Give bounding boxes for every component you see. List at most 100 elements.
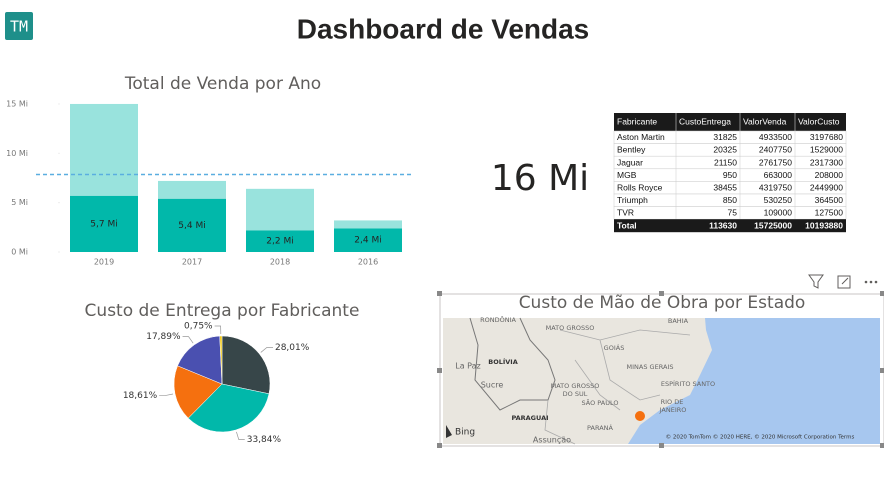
table-cell: Aston Martin [617,132,665,142]
map-label: PARAGUAI [511,414,548,422]
map-visual: Custo de Mão de Obra por Estado RONDÔNIA… [437,274,884,448]
map-label: PARANÁ [587,423,614,432]
table-cell: 10193880 [805,220,843,230]
pie-slice [173,365,223,419]
bar-segment [334,220,402,229]
more-icon [869,280,873,284]
leader-line [236,431,245,440]
handle [880,368,884,373]
table-cell: 1529000 [810,145,843,155]
table-cell: Jaguar [617,157,643,167]
data-label: 18,61% [123,391,158,401]
table-cell: 4933500 [759,132,792,142]
leader-line [182,336,194,344]
table-cell: 75 [728,208,738,218]
table-cell: 127500 [815,208,844,218]
x-tick-label: 2019 [94,258,114,267]
table-cell: 364500 [815,195,844,205]
data-label: 2,4 Mi [354,236,381,246]
y-tick-label: 0 Mi [11,248,28,257]
x-tick-label: 2016 [358,258,378,267]
table-cell: 31825 [713,132,737,142]
handle [880,291,884,296]
map-label: MATO GROSSO [546,324,595,332]
visual-icons [808,274,878,289]
table-cell: 950 [723,170,737,180]
data-label: 5,4 Mi [178,221,205,231]
table-cell: 21150 [714,157,737,167]
table-cell: Triumph [617,195,648,205]
table-total-bg [614,219,846,233]
table-cell: 663000 [764,170,793,180]
page-title: Dashboard de Vendas [297,13,590,44]
more-icon [864,280,868,284]
map-label: La Paz [455,362,480,371]
map-label: BOLÍVIA [488,357,518,366]
map-labels: RONDÔNIA MATO GROSSO BAHIA BOLÍVIA GOIÁS La P… [455,315,715,445]
leader-line [214,325,222,335]
map-copyright: © 2020 TomTom © 2020 HERE, © 2020 Micros… [666,434,855,441]
map-label: RONDÔNIA [480,315,516,324]
pie-slice [219,335,223,385]
map-label: BAHIA [668,317,689,325]
handle [437,291,442,296]
table-cell: MGB [617,170,637,180]
bar-segment [158,180,226,199]
chart-title: Total de Venda por Ano [124,74,321,94]
focus-icon [837,275,851,289]
column-header: Fabricante [617,116,657,126]
table-cell: 530250 [764,195,793,205]
bar-segment [158,198,226,252]
table-cell: TVR [617,208,634,218]
leader-line [159,393,174,396]
bar-segment [246,188,314,231]
pie-slice [221,335,271,395]
handle [437,443,442,448]
pie-slice [187,383,270,433]
table-cell: 4319750 [759,182,792,192]
table: Fabricante CustoEntrega ValorVenda ValorCus… [613,113,847,233]
map-ocean [628,318,880,444]
map-border [469,317,556,411]
bing-logo [446,425,452,438]
data-label: 33,84% [247,435,282,445]
table-cell: 2761750 [759,157,792,167]
column-header: ValorCusto [798,116,840,126]
map-title: Custo de Mão de Obra por Estado [519,293,806,313]
bar-segment [70,103,138,196]
table-cell: 20325 [713,145,737,155]
map-label: DO SUL [563,390,588,398]
table-cell: Bentley [617,145,646,155]
table-cell: 38455 [713,182,737,192]
y-tick-label: 5 Mi [11,198,28,207]
column-header: ValorVenda [743,116,787,126]
table-cell: Total [617,220,637,230]
handle [659,443,664,448]
table-cell: 208000 [815,170,844,180]
table-cell: 2449900 [810,182,843,192]
table-cell: 2407750 [759,145,792,155]
map-label: ESPÍRITO SANTO [661,379,715,388]
logo: TM [10,18,28,36]
handle [659,291,664,296]
data-label: 17,89% [146,332,181,342]
table-cell: 3197680 [810,132,843,142]
chart-title: Custo de Entrega por Fabricante [85,301,360,321]
table-cell: 2317300 [810,157,843,167]
data-label: 5,7 Mi [90,219,117,229]
table-cell: 113630 [709,220,737,230]
table-header-bg [614,113,846,131]
data-label: 28,01% [275,343,310,353]
handle [437,368,442,373]
resize-handles [437,291,884,448]
pie-slice [177,335,223,385]
column-header: CustoEntrega [679,116,731,126]
logo-box [5,12,33,40]
map-label: MINAS GERAIS [627,363,674,371]
table-cell: 850 [723,195,737,205]
x-tick-label: 2017 [182,258,202,267]
map-provider: Bing [455,428,475,438]
bar-segment [246,230,314,252]
